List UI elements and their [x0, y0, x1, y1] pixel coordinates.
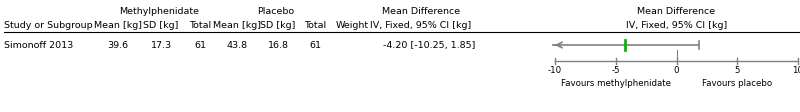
Text: 16.8: 16.8: [267, 41, 289, 50]
Text: 10: 10: [793, 66, 800, 74]
Text: IV, Fixed, 95% CI [kg]: IV, Fixed, 95% CI [kg]: [626, 20, 727, 29]
Text: Favours methylphenidate: Favours methylphenidate: [561, 79, 670, 87]
Text: Mean Difference: Mean Difference: [382, 6, 460, 15]
Text: Placebo: Placebo: [258, 6, 294, 15]
Text: -4.20 [-10.25, 1.85]: -4.20 [-10.25, 1.85]: [383, 41, 475, 50]
Text: Weight: Weight: [335, 20, 369, 29]
Text: Total: Total: [304, 20, 326, 29]
Text: Mean [kg]: Mean [kg]: [213, 20, 261, 29]
Text: 17.3: 17.3: [150, 41, 171, 50]
Text: 61: 61: [309, 41, 321, 50]
Text: Total: Total: [189, 20, 211, 29]
Text: IV, Fixed, 95% CI [kg]: IV, Fixed, 95% CI [kg]: [370, 20, 472, 29]
Text: 0: 0: [674, 66, 679, 74]
Text: 61: 61: [194, 41, 206, 50]
Text: 43.8: 43.8: [226, 41, 247, 50]
Text: Simonoff 2013: Simonoff 2013: [4, 41, 74, 50]
Text: -5: -5: [611, 66, 620, 74]
Text: Mean [kg]: Mean [kg]: [94, 20, 142, 29]
Text: Mean Difference: Mean Difference: [638, 6, 715, 15]
Text: Favours placebo: Favours placebo: [702, 79, 772, 87]
Text: SD [kg]: SD [kg]: [143, 20, 178, 29]
Text: Methylphenidate: Methylphenidate: [119, 6, 199, 15]
Text: SD [kg]: SD [kg]: [260, 20, 296, 29]
Text: 39.6: 39.6: [107, 41, 129, 50]
Text: 5: 5: [734, 66, 740, 74]
Text: Study or Subgroup: Study or Subgroup: [4, 20, 93, 29]
Text: -10: -10: [548, 66, 562, 74]
